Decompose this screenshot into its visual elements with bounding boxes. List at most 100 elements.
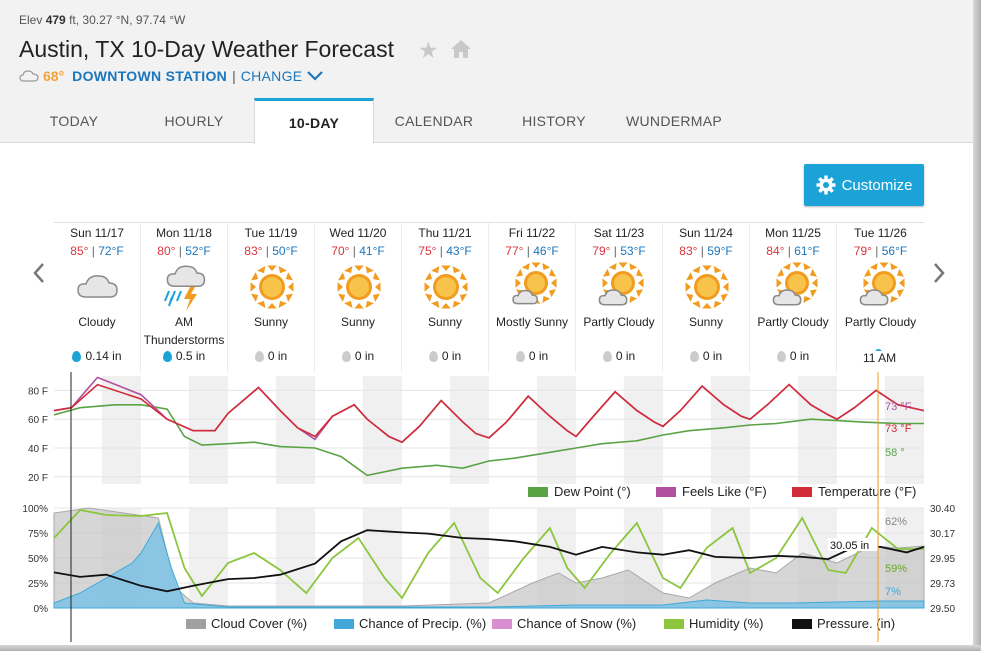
legend-label[interactable]: Dew Point (°): [554, 484, 631, 499]
legend-label[interactable]: Humidity (%): [689, 616, 763, 631]
legend-swatch: [334, 619, 354, 629]
pressure-y-tick: 29.73: [930, 579, 955, 590]
day-condition: Partly Cloudy: [583, 315, 655, 329]
chevron-right-icon[interactable]: [932, 262, 946, 291]
night-band: [275, 376, 315, 484]
day-date: Wed 11/20: [329, 226, 387, 240]
customize-button[interactable]: Customize: [804, 164, 924, 206]
raindrop-icon: [428, 350, 438, 362]
night-band: [623, 376, 663, 484]
day-condition: Sunny: [688, 315, 724, 329]
day-column[interactable]: Mon 11/18 80° | 52°F AM Thunderstorms 0.…: [141, 223, 228, 372]
legend-swatch: [792, 487, 812, 497]
day-condition: AM Thunderstorms: [143, 315, 225, 347]
day-column[interactable]: Sun 11/17 85° | 72°F Cloudy 0.14 in: [54, 223, 141, 372]
tab-10-day[interactable]: 10-DAY: [254, 98, 374, 144]
legend-swatch: [664, 619, 684, 629]
forecast-charts[interactable]: 80 F 60 F 40 F 20 F 73 °F 73 °F 58 ° Dew Point …: [0, 372, 973, 642]
day-high: 80°: [157, 244, 176, 258]
tab-bar: TODAY HOURLY 10-DAY CALENDAR HISTORY WUNDERMA…: [14, 98, 734, 144]
series-precip-chance: [53, 521, 925, 609]
day-precip: 0 in: [663, 349, 749, 363]
day-precip: 0 in: [315, 349, 401, 363]
raindrop-icon: [515, 350, 525, 362]
day-column[interactable]: Tue 11/19 83° | 50°F Sunny 0 in: [228, 223, 315, 372]
tab-calendar[interactable]: CALENDAR: [394, 112, 474, 129]
current-feels-like: 73 °F: [885, 401, 912, 413]
legend-label[interactable]: Temperature (°F): [818, 484, 916, 499]
cloud-icon: [19, 70, 39, 82]
home-icon[interactable]: [450, 39, 472, 64]
page-title: Austin, TX 10-Day Weather Forecast: [19, 36, 394, 62]
star-icon[interactable]: ★: [418, 37, 439, 63]
raindrop-icon: [689, 350, 699, 362]
temp-y-tick: 60 F: [28, 415, 48, 426]
day-high: 70°: [331, 244, 350, 258]
partly-cloudy-icon: [768, 261, 820, 313]
raindrop-icon: [341, 350, 351, 362]
day-column[interactable]: Fri 11/22 77° | 46°F Mostly Sunny 0 in: [489, 223, 576, 372]
day-high: 79°: [853, 244, 872, 258]
legend-label[interactable]: Chance of Snow (%): [517, 616, 636, 631]
elev-label: Elev: [19, 13, 43, 27]
day-condition: Cloudy: [78, 315, 116, 329]
pressure-y-tick: 30.17: [930, 529, 955, 540]
day-hi-lo: 75° | 43°F: [418, 244, 472, 258]
day-precip-amount: 0 in: [702, 349, 723, 363]
day-date: Tue 11/26: [854, 226, 907, 240]
legend-label[interactable]: Cloud Cover (%): [211, 616, 307, 631]
change-station-link[interactable]: CHANGE: [240, 68, 303, 84]
day-hi-lo: 77° | 46°F: [505, 244, 559, 258]
current-pressure: 30.05 in: [830, 540, 869, 552]
station-bar: 68° DOWNTOWN STATION | CHANGE: [19, 68, 324, 84]
tab-wundermap[interactable]: WUNDERMAP: [625, 112, 723, 129]
current-humidity: 59%: [885, 563, 907, 575]
forecast-days: Sun 11/17 85° | 72°F Cloudy 0.14 in Mon …: [54, 222, 924, 372]
day-column[interactable]: Tue 11/26 79° | 56°F Partly Cloudy: [837, 223, 924, 372]
day-precip: 0 in: [402, 349, 488, 363]
chevron-left-icon[interactable]: [32, 262, 46, 291]
station-name[interactable]: DOWNTOWN STATION: [72, 68, 228, 84]
day-precip-amount: 0 in: [441, 349, 462, 363]
tab-history[interactable]: HISTORY: [522, 112, 586, 129]
gear-icon: [816, 175, 836, 195]
day-low: 61°F: [794, 244, 820, 258]
day-condition: Sunny: [253, 315, 289, 329]
day-hi-lo: 79° | 56°F: [853, 244, 908, 258]
cloudy-icon: [72, 261, 124, 313]
day-date: Tue 11/19: [244, 226, 298, 240]
elevation-info: Elev 479 ft, 30.27 °N, 97.74 °W: [19, 13, 185, 27]
legend-label[interactable]: Feels Like (°F): [682, 484, 767, 499]
day-column[interactable]: Thu 11/21 75° | 43°F Sunny 0 in: [402, 223, 489, 372]
day-column[interactable]: Sat 11/23 79° | 53°F Partly Cloudy 0 in: [576, 223, 663, 372]
night-band: [884, 376, 924, 484]
day-column[interactable]: Wed 11/20 70° | 41°F Sunny 0 in: [315, 223, 402, 372]
customize-label: Customize: [841, 176, 913, 194]
day-hi-lo: 83° | 50°F: [244, 244, 298, 258]
tab-hourly[interactable]: HOURLY: [164, 112, 224, 129]
chevron-down-icon[interactable]: [306, 70, 324, 82]
temp-y-tick: 40 F: [28, 444, 48, 455]
day-column[interactable]: Sun 11/24 83° | 59°F Sunny 0 in: [663, 223, 750, 372]
tab-today[interactable]: TODAY: [49, 112, 99, 129]
legend-label[interactable]: Chance of Precip. (%): [359, 616, 486, 631]
day-column[interactable]: Mon 11/25 84° | 61°F Partly Cloudy 0 in: [750, 223, 837, 372]
legend-swatch: [656, 487, 676, 497]
raindrop-icon: [602, 350, 612, 362]
day-hi-lo: 70° | 41°F: [331, 244, 385, 258]
night-band: [101, 376, 141, 484]
day-precip-amount: 0 in: [267, 349, 288, 363]
temp-y-tick: 20 F: [28, 473, 48, 484]
pct-y-tick: 50%: [28, 554, 48, 565]
current-temp: 68°: [43, 68, 65, 84]
day-high: 79°: [592, 244, 611, 258]
series-temperature: [53, 383, 925, 444]
partly-cloudy-icon: [855, 261, 907, 313]
day-low: 56°F: [881, 244, 908, 258]
legend-label[interactable]: Pressure. (in): [817, 616, 895, 631]
raindrop-icon: [776, 350, 786, 362]
pressure-y-tick: 29.95: [930, 554, 955, 565]
day-condition: Sunny: [340, 315, 376, 329]
series-pressure: [53, 529, 925, 593]
sunny-icon: [681, 261, 733, 313]
